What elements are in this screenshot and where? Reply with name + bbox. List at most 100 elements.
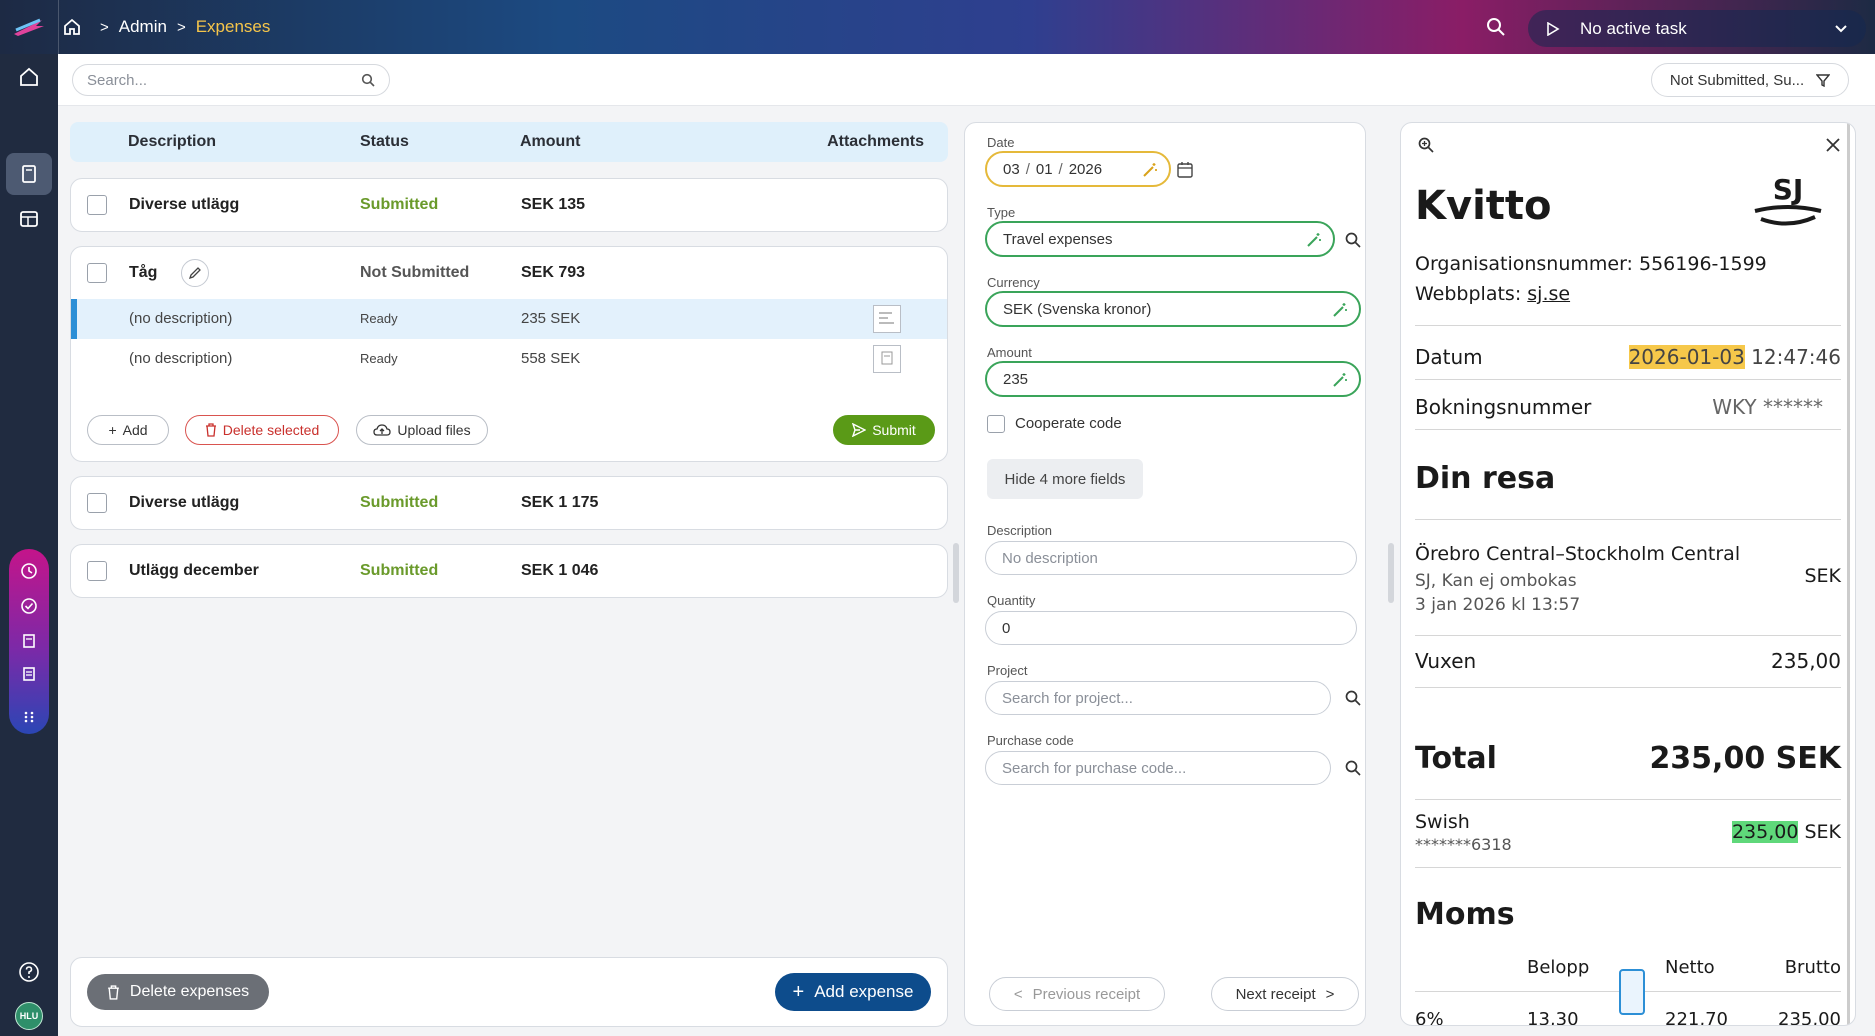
receipt-title: Kvitto <box>1415 183 1552 229</box>
date-day[interactable]: 03 <box>1003 160 1020 178</box>
expense-group-row[interactable]: Diverse utlägg Submitted SEK 1 175 <box>71 477 947 529</box>
search-icon[interactable] <box>1344 689 1362 707</box>
search-placeholder: Search... <box>87 71 148 89</box>
project-input[interactable]: Search for project... <box>985 681 1331 715</box>
expense-item-row[interactable]: (no description) Ready 235 SEK <box>71 299 947 339</box>
cooperate-checkbox[interactable] <box>987 415 1005 433</box>
search-icon[interactable] <box>1486 17 1506 37</box>
book-icon[interactable] <box>14 626 44 656</box>
project-placeholder: Search for project... <box>1002 689 1133 707</box>
item-description: (no description) <box>129 310 233 327</box>
vat-rate: 6% <box>1415 1009 1444 1026</box>
expense-group-row[interactable]: Utlägg december Submitted SEK 1 046 <box>71 545 947 597</box>
avatar[interactable]: HLU <box>15 1002 43 1030</box>
status-badge: Submitted <box>360 562 439 579</box>
group-description: Diverse utlägg <box>129 196 240 213</box>
receipt-thumbnail[interactable] <box>873 305 901 333</box>
apps-grid-icon[interactable] <box>14 702 44 732</box>
dashboard-nav-icon[interactable] <box>14 204 44 234</box>
active-task-selector[interactable]: No active task <box>1528 10 1866 47</box>
clock-icon[interactable] <box>14 556 44 586</box>
previous-receipt-button[interactable]: < Previous receipt <box>989 977 1165 1011</box>
chevron-right-icon: > <box>100 18 109 36</box>
row-checkbox[interactable] <box>87 263 107 283</box>
plus-icon: + <box>792 980 805 1003</box>
edit-name-button[interactable] <box>181 259 209 287</box>
add-expense-button[interactable]: + Add expense <box>775 973 931 1011</box>
currency-field[interactable]: SEK (Svenska kronor) <box>985 291 1361 327</box>
expense-item-row[interactable]: (no description) Ready 558 SEK <box>71 339 947 379</box>
chevron-down-icon <box>1835 24 1847 32</box>
expense-group-card[interactable]: Diverse utlägg Submitted SEK 135 <box>70 178 948 232</box>
next-receipt-label: Next receipt <box>1235 985 1316 1003</box>
website-link[interactable]: sj.se <box>1527 283 1571 305</box>
booking-row: Bokningsnummer WKY ****** <box>1415 395 1841 419</box>
receipt-thumbnail[interactable] <box>873 345 901 373</box>
zoom-icon[interactable] <box>1417 136 1435 154</box>
breadcrumb: > Admin > Expenses <box>62 0 270 54</box>
vat-col-net: Netto <box>1665 957 1715 978</box>
expense-group-card[interactable]: Utlägg december Submitted SEK 1 046 <box>70 544 948 598</box>
app-logo[interactable] <box>12 16 46 38</box>
datum-value: 2026-01-03 12:47:46 <box>1628 345 1841 369</box>
status-filter-button[interactable]: Not Submitted, Su... <box>1651 63 1849 97</box>
col-description[interactable]: Description <box>128 133 217 150</box>
adult-row: Vuxen 235,00 <box>1415 649 1841 673</box>
row-checkbox[interactable] <box>87 493 107 513</box>
list-resize-handle[interactable] <box>953 543 959 603</box>
panel-resize-handle[interactable] <box>1388 543 1394 603</box>
send-icon <box>852 423 867 437</box>
amount-field[interactable]: 235 <box>985 361 1361 397</box>
search-icon[interactable] <box>1344 759 1362 777</box>
type-field[interactable]: Travel expenses <box>985 221 1335 257</box>
logo-divider <box>58 0 59 54</box>
swish-number: *******6318 <box>1415 835 1512 854</box>
search-input[interactable]: Search... <box>72 64 390 96</box>
col-status[interactable]: Status <box>360 133 409 150</box>
mobile-preview-icon[interactable] <box>1619 969 1645 1015</box>
filter-icon <box>1816 74 1831 87</box>
hide-fields-button[interactable]: Hide 4 more fields <box>987 459 1143 499</box>
calendar-icon[interactable] <box>1176 161 1194 179</box>
row-checkbox[interactable] <box>87 195 107 215</box>
home-nav-icon[interactable] <box>14 62 44 92</box>
expense-group-row[interactable]: Diverse utlägg Submitted SEK 135 <box>71 179 947 231</box>
delete-expenses-button[interactable]: Delete expenses <box>87 974 269 1010</box>
close-icon[interactable] <box>1825 137 1841 153</box>
col-amount[interactable]: Amount <box>520 133 581 150</box>
col-attachments[interactable]: Attachments <box>827 133 924 150</box>
quantity-input[interactable]: 0 <box>985 611 1357 645</box>
home-icon[interactable] <box>62 17 82 37</box>
group-amount: SEK 1 175 <box>521 494 599 511</box>
search-icon[interactable] <box>1344 231 1362 249</box>
expense-group-row[interactable]: Tåg Not Submitted SEK 793 <box>71 247 947 299</box>
upload-files-button[interactable]: Upload files <box>356 415 488 445</box>
delete-selected-button[interactable]: Delete selected <box>185 415 339 445</box>
row-checkbox[interactable] <box>87 561 107 581</box>
submit-button[interactable]: Submit <box>833 415 935 445</box>
check-circle-icon[interactable] <box>14 591 44 621</box>
expense-group-card[interactable]: Diverse utlägg Submitted SEK 1 175 <box>70 476 948 530</box>
next-receipt-button[interactable]: Next receipt > <box>1211 977 1359 1011</box>
divider <box>1415 325 1841 326</box>
list-document-icon[interactable] <box>14 659 44 689</box>
date-year[interactable]: 2026 <box>1068 160 1103 178</box>
left-nav <box>0 54 58 1036</box>
group-description: Tåg <box>129 264 158 281</box>
submit-label: Submit <box>872 422 916 438</box>
vat-amount: 13,30 <box>1527 1009 1579 1026</box>
help-icon[interactable] <box>14 957 44 987</box>
purchase-code-input[interactable]: Search for purchase code... <box>985 751 1331 785</box>
date-input[interactable]: 03 / 01 / 2026 <box>985 151 1171 187</box>
item-description: (no description) <box>129 350 233 367</box>
date-month[interactable]: 01 <box>1035 160 1053 178</box>
breadcrumb-admin[interactable]: Admin <box>118 17 167 36</box>
date-label: Date <box>987 135 1015 150</box>
description-input[interactable]: No description <box>985 541 1357 575</box>
item-amount: 558 SEK <box>521 350 581 367</box>
expenses-nav-icon[interactable] <box>14 159 44 189</box>
breadcrumb-expenses[interactable]: Expenses <box>195 17 271 36</box>
magic-wand-icon <box>1333 373 1347 387</box>
vat-heading: Moms <box>1415 897 1515 932</box>
add-item-button[interactable]: + Add <box>87 415 169 445</box>
